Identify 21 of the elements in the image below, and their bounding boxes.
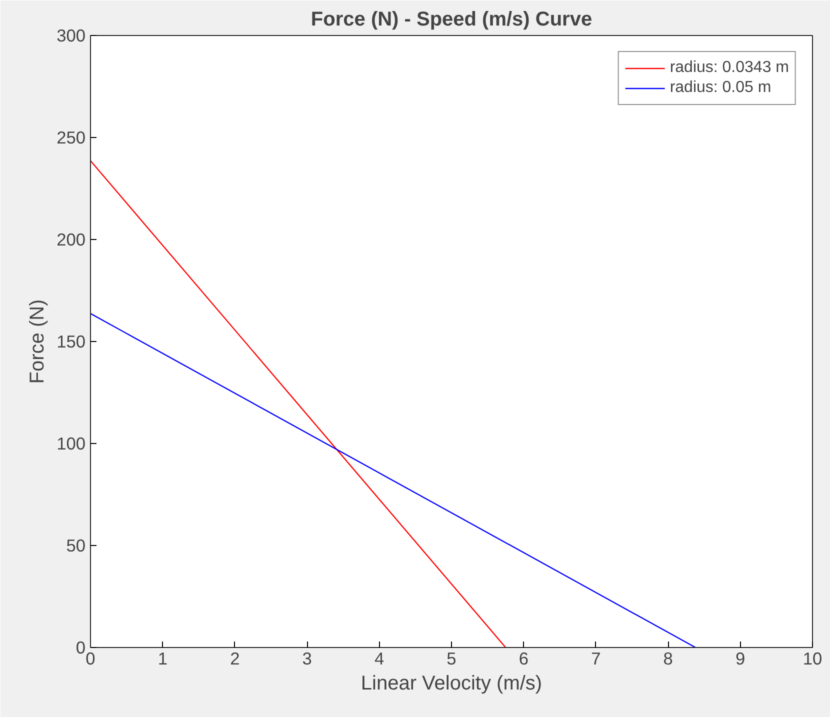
- legend-label: radius: 0.05 m: [670, 79, 772, 97]
- y-tick-label: 250: [56, 128, 86, 148]
- y-tick-label: 150: [56, 332, 86, 352]
- x-tick-label: 10: [802, 648, 822, 668]
- x-tick-label: 6: [518, 648, 529, 668]
- y-tick-label: 200: [56, 230, 86, 250]
- x-tick-label: 7: [591, 648, 601, 668]
- x-tick-label: 1: [158, 648, 168, 668]
- x-tick-label: 4: [374, 648, 384, 668]
- x-tick-label: 9: [735, 648, 746, 668]
- x-tick-label: 2: [230, 648, 240, 668]
- y-tick-label: 300: [56, 26, 86, 46]
- x-tick-label: 8: [663, 648, 673, 668]
- x-tick-label: 3: [302, 648, 312, 668]
- legend-label: radius: 0.0343 m: [670, 59, 789, 77]
- y-tick-label: 50: [66, 536, 86, 556]
- x-tick-label: 5: [446, 648, 456, 668]
- y-tick-label: 100: [56, 434, 86, 454]
- chart-title: Force (N) - Speed (m/s) Curve: [310, 8, 592, 30]
- x-axis-title: Linear Velocity (m/s): [360, 672, 542, 694]
- y-axis-title: Force (N): [26, 299, 49, 384]
